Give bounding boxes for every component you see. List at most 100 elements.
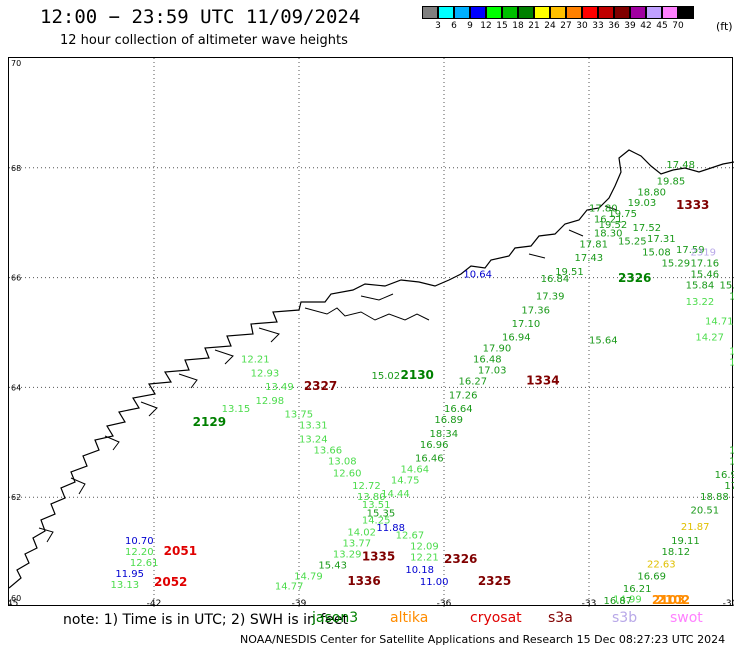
wave-height-value: 16.27 — [459, 377, 488, 388]
wave-height-value: 22.63 — [647, 559, 676, 570]
scale-tick-label: 6 — [451, 21, 457, 31]
wave-height-value: 14.75 — [391, 475, 420, 486]
wave-height-value: 17.16 — [691, 259, 720, 270]
wave-height-value: 17.81 — [579, 239, 608, 250]
scale-tick-label: 3 — [435, 21, 441, 31]
scale-tick-label: 27 — [560, 21, 572, 31]
longitude-tick-label: -36 — [437, 599, 452, 607]
wave-height-value: 11.00 — [420, 577, 449, 588]
wave-height-value: 13.13 — [111, 580, 140, 591]
scale-swatch — [614, 6, 630, 19]
wave-height-value: 14.44 — [381, 489, 410, 500]
wave-height-value: 17.35 — [724, 481, 734, 492]
latitude-tick-label: 68 — [11, 164, 21, 173]
wave-height-value: 15.64 — [589, 335, 618, 346]
wave-height-value: 17.39 — [536, 292, 565, 303]
scale-tick-label: 15 — [496, 21, 508, 31]
wave-height-value: 15.08 — [642, 248, 671, 259]
latitude-tick-label: 66 — [11, 274, 21, 283]
scale-tick-label: 24 — [544, 21, 556, 31]
wave-height-value: 18.34 — [430, 429, 459, 440]
wave-height-value: 17.26 — [449, 390, 478, 401]
wave-height-value: 14.79 — [294, 572, 323, 583]
wave-height-value: 15.68 — [720, 281, 735, 292]
wave-height-value: 18.88 — [700, 492, 729, 503]
pass-time-label: 2327 — [304, 379, 337, 393]
wave-height-value: 10.64 — [463, 270, 492, 281]
wave-height-value: 15.43 — [318, 561, 347, 572]
scale-swatch — [646, 6, 662, 19]
satellite-legend-item: s3b — [612, 610, 638, 626]
axis-labels: -45 -42 -39 -36 -33 -30 70 68 66 64 62 60 — [4, 59, 738, 609]
wave-height-value: 15.35 — [367, 508, 396, 519]
wave-height-value: 17.59 — [676, 245, 705, 256]
map-frame: -45 -42 -39 -36 -33 -30 70 68 66 64 62 60 17.48 19.8… — [4, 57, 740, 609]
wave-height-value: 17.80 — [589, 204, 618, 215]
satellite-legend-item: cryosat — [470, 610, 522, 626]
wave-height-value: 19.75 — [608, 209, 637, 220]
wave-height-value: 13.08 — [328, 456, 357, 467]
wave-height-value: 11.95 — [115, 569, 144, 580]
wave-height-value: 16.87 — [604, 596, 633, 607]
scale-swatch — [566, 6, 582, 19]
scale-swatch — [454, 6, 470, 19]
longitude-tick-label: -30 — [723, 599, 734, 607]
wave-height-value: 18.12 — [662, 547, 691, 558]
wave-height-value: 15.29 — [662, 259, 691, 270]
pass-time-label: 2129 — [193, 415, 226, 429]
scale-tick-label: 45 — [656, 21, 668, 31]
pass-time-label: 2051 — [164, 544, 197, 558]
wave-height-value: 13.49 — [265, 382, 294, 393]
pass-time-label: 1333 — [676, 198, 709, 212]
wave-height-value: 12.60 — [333, 468, 362, 479]
wave-height-value: 19.03 — [628, 198, 657, 209]
pass-time-label: 2102 — [657, 593, 690, 607]
wave-height-value: 18.30 — [594, 228, 623, 239]
scale-swatch — [678, 6, 694, 19]
wave-height-value: 12.61 — [130, 558, 159, 569]
wave-height-value: 14.02 — [347, 528, 376, 539]
wave-height-value: 16.96 — [420, 440, 449, 451]
wave-height-value: 13.75 — [285, 410, 314, 421]
wave-height-value: 16.48 — [473, 355, 502, 366]
scale-tick-label: 70 — [672, 21, 684, 31]
pass-time-label: 1335 — [362, 549, 395, 563]
footer-note: note: 1) Time is in UTC; 2) SWH is in fe… — [63, 612, 349, 628]
map-title: 12:00 − 23:59 UTC 11/09/2024 — [40, 6, 361, 28]
wave-height-value: 13.24 — [299, 434, 328, 445]
wave-height-value: 16.84 — [541, 274, 570, 285]
wave-height-value: 19.52 — [599, 220, 628, 231]
wave-height-value: 17.03 — [478, 366, 507, 377]
scale-swatch — [662, 6, 678, 19]
wave-height-value: 14.25 — [362, 516, 391, 527]
wave-height-value: 12.93 — [251, 368, 280, 379]
pass-time-label: 2325 — [478, 574, 511, 588]
latitude-tick-label: 60 — [11, 594, 21, 603]
wave-height-value: 12.98 — [256, 396, 285, 407]
greenland-coastline — [8, 149, 735, 589]
satellite-legend-item: s3a — [548, 610, 573, 626]
wave-height-value: 2319 — [691, 248, 716, 259]
scale-swatch — [486, 6, 502, 19]
wave-height-value: 15.6 — [729, 292, 734, 303]
wave-height-value: 13.66 — [314, 445, 343, 456]
wave-height-value: 20.51 — [691, 506, 720, 517]
wave-height-value: 10.18 — [405, 565, 434, 576]
wave-height-value: 13.51 — [362, 500, 391, 511]
scale-swatch — [470, 6, 486, 19]
scale-tick-label: 12 — [480, 21, 492, 31]
map-subtitle: 12 hour collection of altimeter wave hei… — [60, 33, 348, 48]
wave-height-value: 13.29 — [333, 550, 362, 561]
scale-swatch — [502, 6, 518, 19]
wave-height-value: 13.80 — [357, 492, 386, 503]
scale-swatch — [550, 6, 566, 19]
wave-height-value: 16.92 — [715, 470, 734, 481]
wave-height-value: 10.70 — [125, 536, 154, 547]
wave-height-value: 15.25 — [618, 237, 647, 248]
wave-height-value: 16.89 — [434, 415, 463, 426]
wave-height-value: 17.48 — [666, 160, 695, 171]
pass-time-label: 2103 — [652, 593, 685, 607]
pass-time-label: 1334 — [526, 374, 559, 388]
wave-height-value: 19.85 — [657, 176, 686, 187]
